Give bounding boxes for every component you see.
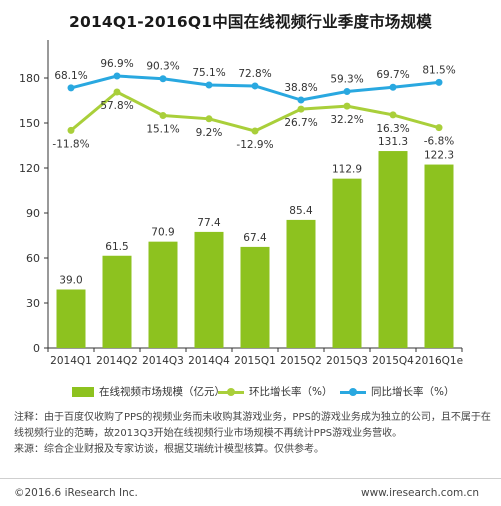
bar — [424, 164, 454, 348]
mom-point — [343, 102, 351, 110]
mom-point — [159, 112, 167, 120]
bar — [240, 246, 270, 348]
source-text: 来源：综合企业财报及专家访谈，根据艾瑞统计模型核算。仅供参考。 — [14, 444, 324, 455]
legend-label-yoy: 同比增长率（%） — [371, 386, 455, 398]
footer: ©2016.6 iResearch Inc. www.iresearch.com… — [0, 478, 501, 506]
mom-point — [435, 124, 443, 132]
x-tick-label: 2015Q4 — [372, 355, 414, 367]
mom-point — [113, 88, 121, 96]
yoy-point — [205, 81, 213, 89]
bar — [102, 255, 132, 348]
mom-point — [67, 126, 75, 134]
bar — [56, 289, 86, 348]
mom-value-label: 16.3% — [376, 123, 409, 135]
legend-swatch-bar — [72, 386, 94, 397]
legend-swatch-yoy — [340, 387, 366, 397]
yoy-value-label: 90.3% — [146, 61, 179, 73]
bar-value-label: 131.3 — [378, 136, 408, 148]
x-tick-label: 2014Q2 — [96, 355, 138, 367]
bar — [286, 219, 316, 348]
y-tick-label: 0 — [33, 342, 40, 355]
x-tick-label: 2015Q3 — [326, 355, 368, 367]
mom-point — [297, 105, 305, 113]
yoy-point — [159, 75, 167, 83]
yoy-point — [67, 84, 75, 92]
mom-value-label: 9.2% — [196, 127, 223, 139]
yoy-value-label: 75.1% — [192, 67, 225, 79]
mom-value-label: -12.9% — [236, 139, 273, 151]
bar-value-label: 39.0 — [59, 275, 82, 287]
x-tick-label: 2014Q1 — [50, 355, 92, 367]
bar — [378, 151, 408, 348]
x-tick-label: 2014Q3 — [142, 355, 184, 367]
yoy-point — [297, 96, 305, 104]
bar-value-label: 70.9 — [151, 227, 174, 239]
yoy-value-label: 96.9% — [100, 58, 133, 70]
legend-label-bar: 在线视频市场规模（亿元） — [99, 386, 225, 398]
mom-value-label: 15.1% — [146, 124, 179, 136]
bar-value-label: 61.5 — [105, 241, 128, 253]
x-tick-label: 2014Q4 — [188, 355, 230, 367]
legend-swatch-mom — [218, 387, 244, 397]
y-tick-label: 180 — [19, 72, 40, 85]
note-text: 注释：由于百度仅收购了PPS的视频业务而未收购其游戏业务，PPS的游戏业务成为独… — [14, 412, 491, 439]
chart-plot: 0 30 60 90 120 150 180 2014Q1 2014Q2 2014Q3 2014Q4… — [19, 40, 463, 367]
chart-title: 2014Q1-2016Q1中国在线视频行业季度市场规模 — [68, 13, 433, 31]
bar-value-label: 112.9 — [332, 164, 362, 176]
y-tick-label: 60 — [26, 252, 40, 265]
x-tick-label: 2015Q1 — [234, 355, 276, 367]
legend-item-mom: 环比增长率（%） — [218, 384, 332, 399]
yoy-point — [251, 82, 259, 90]
mom-value-label: -11.8% — [52, 138, 89, 150]
legend-label-mom: 环比增长率（%） — [249, 386, 333, 398]
yoy-point — [343, 88, 351, 96]
mom-value-label: 57.8% — [100, 100, 133, 112]
mom-point — [205, 115, 213, 123]
y-tick-label: 90 — [26, 207, 40, 220]
bar-value-label: 122.3 — [424, 150, 454, 162]
bar — [332, 178, 362, 348]
bar — [194, 231, 224, 348]
y-tick-label: 120 — [19, 162, 40, 175]
yoy-point — [113, 72, 121, 80]
yoy-point — [435, 78, 443, 86]
mom-value-label: 26.7% — [284, 117, 317, 129]
yoy-value-label: 69.7% — [376, 69, 409, 81]
bar-value-label: 67.4 — [243, 232, 267, 244]
y-tick-label: 30 — [26, 297, 40, 310]
copyright-text: ©2016.6 iResearch Inc. — [14, 487, 138, 499]
x-tick-label: 2016Q1e — [415, 355, 463, 367]
yoy-value-label: 81.5% — [422, 64, 455, 76]
yoy-value-label: 72.8% — [238, 68, 271, 80]
yoy-point — [389, 83, 397, 91]
bar-value-label: 85.4 — [289, 205, 313, 217]
legend-item-yoy: 同比增长率（%） — [340, 384, 454, 399]
bar-value-label: 77.4 — [197, 217, 221, 229]
legend-item-bar: 在线视频市场规模（亿元） — [72, 384, 225, 399]
mom-value-label: 32.2% — [330, 114, 363, 126]
website-link[interactable]: www.iresearch.com.cn — [360, 487, 479, 499]
mom-point — [389, 111, 397, 119]
yoy-value-label: 68.1% — [54, 70, 87, 82]
x-tick-label: 2015Q2 — [280, 355, 322, 367]
mom-point — [251, 127, 259, 135]
yoy-value-label: 38.8% — [284, 82, 317, 94]
mom-value-label: -6.8% — [424, 136, 454, 148]
y-tick-label: 150 — [19, 117, 40, 130]
notes: 注释：由于百度仅收购了PPS的视频业务而未收购其游戏业务，PPS的游戏业务成为独… — [14, 410, 492, 458]
yoy-value-label: 59.3% — [330, 74, 363, 86]
bar — [148, 241, 178, 348]
